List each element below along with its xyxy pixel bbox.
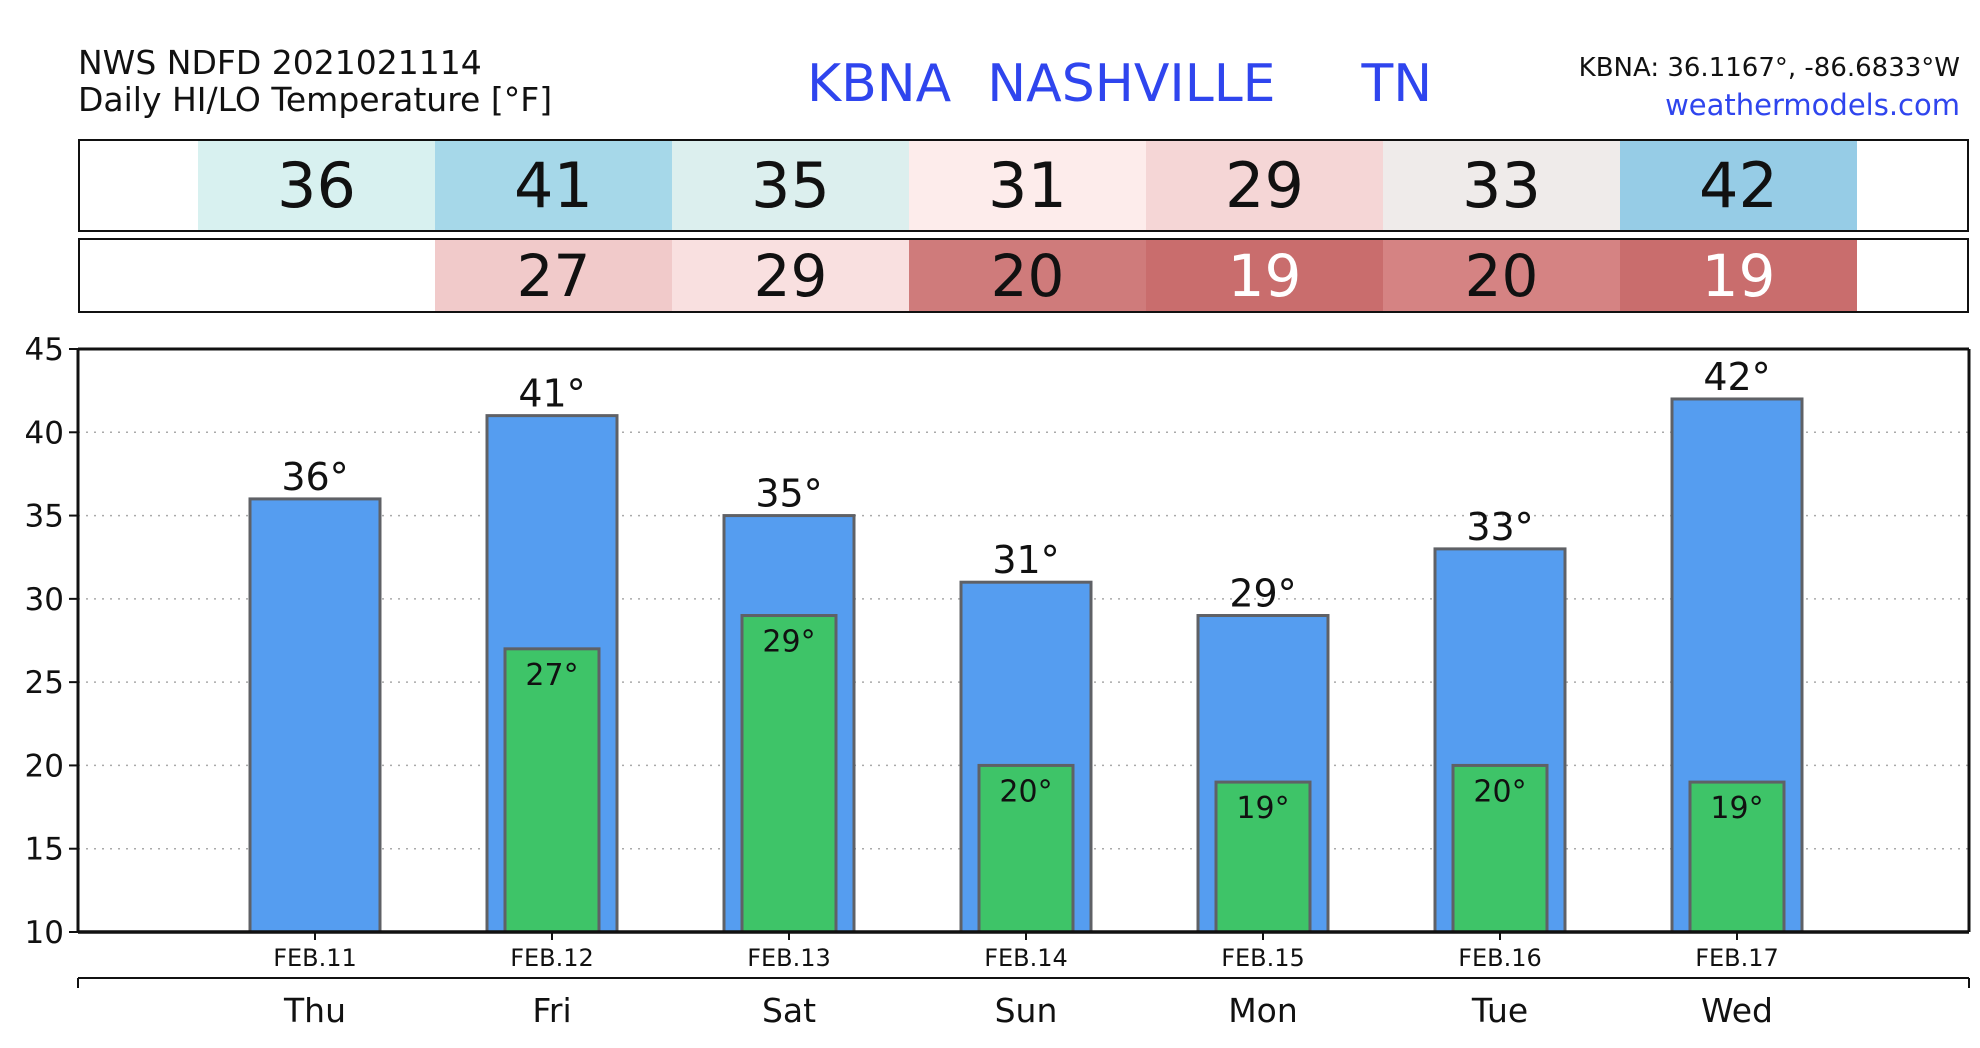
lo-temperature-row: 27 29 20 19 20 19 bbox=[78, 238, 1969, 313]
hi-cell-feb17: 42 bbox=[1620, 141, 1857, 230]
day-label: Tue bbox=[1471, 991, 1528, 1030]
x-date-label: FEB.12 bbox=[510, 944, 594, 972]
lo-bar-feb14 bbox=[977, 763, 1075, 934]
day-label: Wed bbox=[1701, 991, 1773, 1030]
day-label: Mon bbox=[1228, 991, 1298, 1030]
day-label: Sun bbox=[995, 991, 1058, 1030]
lo-bar-label: 29° bbox=[762, 625, 815, 660]
hi-bar-label: 33° bbox=[1466, 505, 1533, 549]
station-id: KBNA bbox=[807, 54, 952, 114]
station-coordinates: KBNA: 36.1167°, -86.6833°W bbox=[1578, 53, 1960, 83]
x-date-label: FEB.11 bbox=[273, 944, 357, 972]
hi-temperature-row: 36 41 35 31 29 33 42 bbox=[78, 139, 1969, 232]
station-state: TN bbox=[1361, 54, 1433, 114]
y-tick-label: 20 bbox=[25, 748, 64, 784]
y-tick-label: 15 bbox=[25, 832, 64, 868]
x-date-label: FEB.13 bbox=[747, 944, 831, 972]
lo-bar-label: 19° bbox=[1710, 791, 1763, 826]
lo-bar-label: 27° bbox=[525, 658, 578, 693]
day-label: Fri bbox=[532, 991, 571, 1030]
lo-bar-feb17 bbox=[1688, 780, 1786, 934]
x-date-label: FEB.17 bbox=[1695, 944, 1779, 972]
hi-bar-label: 31° bbox=[992, 538, 1059, 582]
lo-bar-feb12 bbox=[503, 647, 601, 934]
lo-cell-feb15: 19 bbox=[1146, 240, 1383, 311]
lo-cell-feb16: 20 bbox=[1383, 240, 1620, 311]
temperature-bar-chart: 36° 41° 27° 35° 29° 31° 20° 29° 19° 33° 20° 42° 19° 1… bbox=[25, 332, 1971, 1030]
x-date-label: FEB.15 bbox=[1221, 944, 1305, 972]
day-label: Sat bbox=[762, 991, 816, 1030]
lo-bar-label: 20° bbox=[999, 774, 1052, 809]
y-tick-label: 35 bbox=[25, 499, 64, 535]
lo-cell-feb12: 27 bbox=[435, 240, 672, 311]
hi-cell-feb12: 41 bbox=[435, 141, 672, 230]
lo-cell-feb11 bbox=[198, 240, 435, 311]
site-link[interactable]: weathermodels.com bbox=[1665, 88, 1960, 122]
chart-header-left: NWS NDFD 2021021114 Daily HI/LO Temperat… bbox=[78, 44, 552, 118]
chart-header-right: KBNA: 36.1167°, -86.6833°W weathermodels… bbox=[1579, 50, 1960, 124]
lo-cell-feb13: 29 bbox=[672, 240, 909, 311]
hi-bar-label: 35° bbox=[755, 472, 822, 516]
hi-bar-feb11 bbox=[248, 497, 382, 934]
hi-bar-label: 41° bbox=[518, 372, 585, 416]
hi-cell-feb13: 35 bbox=[672, 141, 909, 230]
lo-bar-feb13 bbox=[740, 614, 838, 934]
station-name: NASHVILLE bbox=[987, 54, 1276, 114]
y-tick-label: 45 bbox=[25, 332, 64, 368]
lo-cell-feb17: 19 bbox=[1620, 240, 1857, 311]
station-title: KBNA NASHVILLE TN bbox=[807, 54, 1432, 114]
y-tick-label: 40 bbox=[25, 415, 64, 451]
lo-bar-label: 20° bbox=[1473, 774, 1526, 809]
x-date-label: FEB.16 bbox=[1458, 944, 1542, 972]
model-run-label: NWS NDFD 2021021114 bbox=[78, 43, 482, 82]
product-label: Daily HI/LO Temperature [°F] bbox=[78, 80, 553, 119]
y-tick-label: 10 bbox=[25, 915, 64, 951]
y-tick-label: 30 bbox=[25, 582, 64, 618]
hi-bar-label: 29° bbox=[1229, 572, 1296, 616]
day-label: Thu bbox=[283, 991, 346, 1030]
hi-bar-label: 42° bbox=[1703, 355, 1770, 399]
x-date-label: FEB.14 bbox=[984, 944, 1068, 972]
y-tick-label: 25 bbox=[25, 665, 64, 701]
lo-cell-feb14: 20 bbox=[909, 240, 1146, 311]
hi-cell-feb14: 31 bbox=[909, 141, 1146, 230]
hi-bar-label: 36° bbox=[281, 455, 348, 499]
hi-cell-feb15: 29 bbox=[1146, 141, 1383, 230]
lo-bar-feb15 bbox=[1214, 780, 1312, 934]
hi-cell-feb11: 36 bbox=[198, 141, 435, 230]
lo-bar-label: 19° bbox=[1236, 791, 1289, 826]
hi-cell-feb16: 33 bbox=[1383, 141, 1620, 230]
